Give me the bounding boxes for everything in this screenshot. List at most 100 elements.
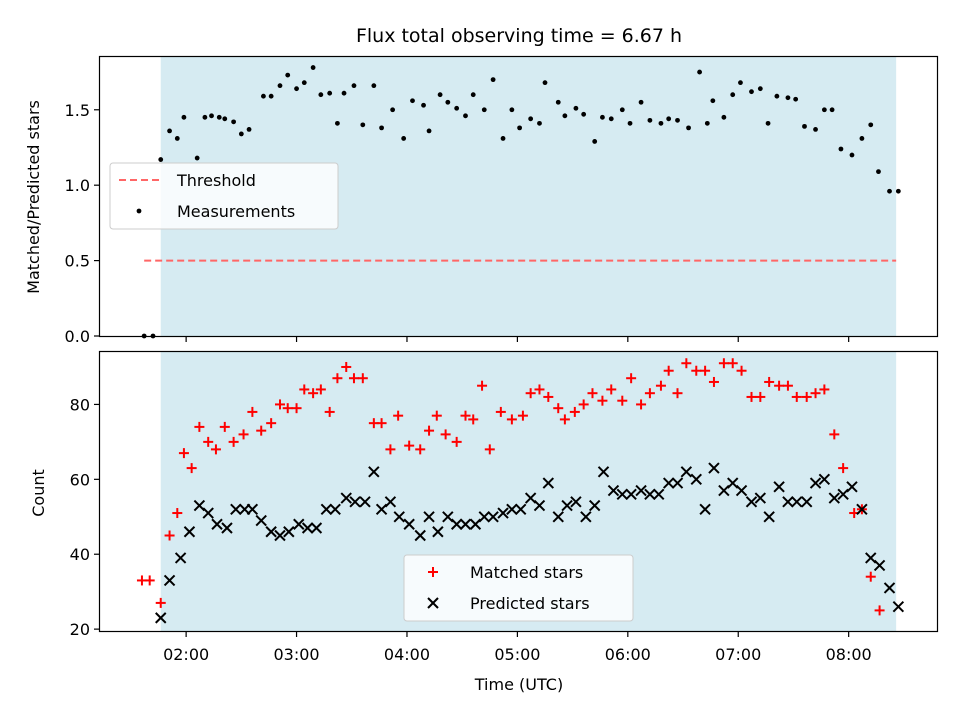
x-tick-label: 07:00 [715, 645, 761, 664]
measurement-point [351, 83, 357, 89]
matched-star-point [865, 571, 876, 582]
ratio-y-tick-label: 0.5 [65, 252, 90, 271]
measurement-point [738, 80, 743, 86]
matched-star-point [569, 406, 580, 417]
matched-star-point [838, 463, 849, 474]
predicted-star-point [873, 559, 886, 572]
predicted-star-point [497, 507, 509, 519]
matched-star-point [178, 448, 189, 459]
matched-star-point [256, 425, 267, 436]
predicted-star-point [368, 466, 380, 478]
measurement-point [174, 136, 180, 141]
measurement-point [774, 93, 780, 99]
predicted-star-point [708, 462, 720, 474]
predicted-star-point [892, 600, 905, 613]
measurement-point [390, 107, 396, 113]
predicted-star-point [607, 484, 620, 497]
matched-star-point [606, 384, 617, 395]
predicted-star-point [414, 529, 426, 542]
ratio-plot-frame [98, 55, 939, 338]
matched-star-point [755, 391, 766, 402]
predicted-star-point [653, 488, 665, 501]
measurement-point [318, 92, 324, 98]
matched-star-point [874, 605, 885, 616]
measurement-point [470, 92, 476, 98]
matched-star-point [534, 384, 545, 395]
count-y-tick-label: 80 [70, 395, 90, 414]
matched-star-point [484, 444, 495, 455]
matched-star-point [559, 414, 570, 425]
x-axis-label: Time (UTC) [474, 675, 563, 694]
predicted-star-point [393, 511, 405, 523]
matched-star-point [424, 425, 435, 436]
measurement-point [704, 120, 710, 126]
matched-star-point [440, 429, 451, 440]
matched-star-point [477, 380, 488, 391]
ratio-y-tick-label: 1.5 [65, 101, 90, 120]
matched-star-point [746, 391, 757, 402]
predicted-star-point [644, 488, 656, 501]
measurement-point [517, 125, 523, 131]
matched-star-point [385, 444, 396, 455]
predicted-star-point [828, 492, 841, 504]
measurement-point [301, 80, 307, 86]
x-tick-label: 05:00 [494, 645, 540, 664]
matched-star-point [238, 429, 249, 440]
matched-star-point [247, 406, 258, 417]
measurement-point [437, 92, 443, 98]
measurement-point [686, 125, 691, 131]
measurement-point [246, 126, 252, 132]
matched-star-point [431, 410, 442, 421]
chart-title: Flux total observing time = 6.67 h [356, 25, 682, 47]
matched-star-point [672, 388, 683, 399]
matched-star-point [727, 358, 738, 369]
matched-star-point [357, 373, 368, 384]
predicted-star-point [450, 518, 463, 530]
matched-star-point [332, 373, 343, 384]
measurement-point [341, 90, 347, 96]
matched-star-point [324, 406, 335, 417]
measurement-point [647, 117, 653, 123]
measurement-point [209, 113, 214, 119]
measurement-point [294, 86, 299, 92]
measurement-point [454, 105, 460, 111]
ratio-y-tick-label: 1.0 [65, 176, 90, 195]
predicted-star-point [211, 518, 223, 530]
predicted-star-point [202, 507, 214, 519]
measurement-point [371, 83, 377, 89]
measurement-point [697, 69, 702, 75]
matched-star-point [644, 388, 655, 399]
ratio-legend: Threshold Measurements [109, 162, 339, 230]
predicted-star-point [616, 488, 629, 501]
predicted-star-point [763, 511, 775, 523]
measurement-point [627, 120, 633, 126]
matched-star-point [691, 365, 702, 376]
count-plot-frame [98, 350, 939, 633]
matched-star-point [203, 436, 214, 447]
measurement-point [666, 116, 672, 122]
measurement-point [401, 136, 407, 141]
measurement-point [638, 99, 644, 105]
predicted-star-point [459, 518, 472, 530]
matched-star-point [291, 403, 302, 414]
measurement-point [849, 152, 855, 158]
measurement-point [509, 107, 515, 113]
measurement-point [757, 86, 763, 92]
measurement-point [619, 107, 625, 113]
measurement-point [222, 116, 228, 122]
measurement-point [268, 93, 274, 99]
measurement-point [202, 114, 208, 120]
predicted-star-point [690, 473, 702, 486]
matched-legend-swatch [428, 567, 438, 577]
measurement-point [749, 89, 754, 95]
measurement-point [426, 128, 432, 134]
measurement-point [721, 114, 727, 120]
measurement-point [537, 120, 542, 126]
matched-star-point [718, 358, 729, 369]
matched-star-point [210, 444, 221, 455]
measurement-point [785, 95, 791, 101]
matched-star-point [219, 421, 230, 432]
predicted-star-point [183, 526, 196, 538]
measurement-point [765, 120, 771, 126]
measurement-point [730, 92, 736, 98]
